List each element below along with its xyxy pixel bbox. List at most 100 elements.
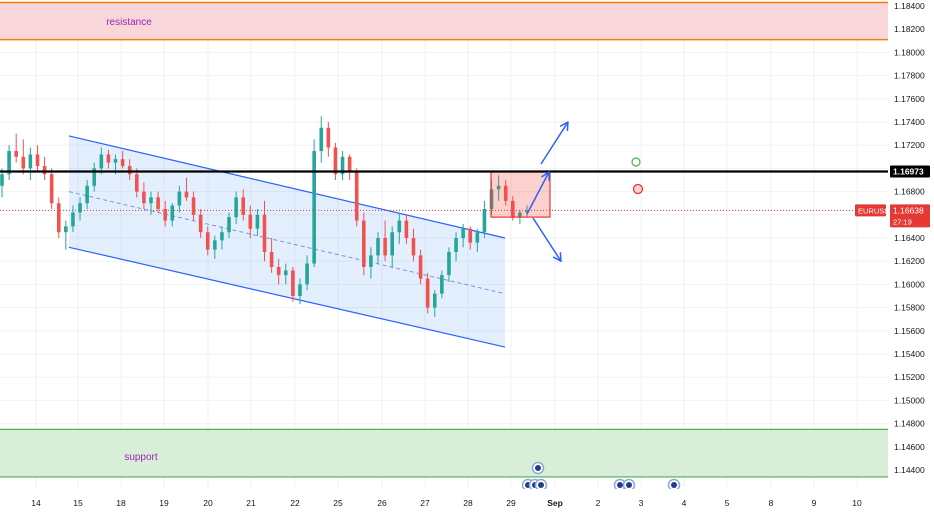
price-axis-background xyxy=(888,0,934,519)
candle-body xyxy=(333,147,338,175)
candle-body xyxy=(99,154,104,169)
candle-body xyxy=(390,232,395,256)
y-tick-label: 1.15000 xyxy=(894,395,925,405)
candle-body xyxy=(191,197,196,215)
y-tick-label: 1.17400 xyxy=(894,117,925,127)
candle-body xyxy=(49,174,54,204)
x-tick-label: 3 xyxy=(639,498,644,508)
candle-body xyxy=(326,127,331,148)
symbol-badge xyxy=(855,204,886,217)
y-tick-label: 1.15200 xyxy=(894,372,925,382)
candle-body xyxy=(283,270,288,276)
y-tick-label: 1.15600 xyxy=(894,326,925,336)
consolidation-box xyxy=(490,170,551,218)
candle-body xyxy=(511,200,515,218)
candle-body xyxy=(362,220,366,267)
candle-body xyxy=(475,232,480,243)
candle-body xyxy=(432,293,437,308)
candle-body xyxy=(106,154,111,163)
zones: resistance support xyxy=(0,1,888,478)
candle-body xyxy=(496,185,501,190)
event-icon-core xyxy=(538,482,544,488)
candle-body xyxy=(170,205,175,221)
channel-lower-line xyxy=(68,246,506,348)
candle-body xyxy=(454,238,458,252)
x-tick-label: 27 xyxy=(420,498,430,508)
time-axis-ticks: 14 15 18 19 20 21 22 25 26 27 28 29 Sep 2 3 4 5 8 9 10 xyxy=(31,498,862,508)
candle-body xyxy=(92,168,97,186)
price-axis: 1.18400 1.18200 1.18000 1.17800 1.17600 1.174… xyxy=(855,0,934,519)
candle-body xyxy=(56,203,61,233)
candle-body xyxy=(7,151,11,175)
time-axis: 14 15 18 19 20 21 22 25 26 27 28 29 Sep 2 3 4 5 8 9 10 xyxy=(0,489,934,519)
candle-body xyxy=(42,166,47,175)
candle-body xyxy=(142,191,146,204)
event-icon-core xyxy=(535,465,541,471)
x-tick-label: 4 xyxy=(682,498,687,508)
y-tick-label: 1.16800 xyxy=(894,187,925,197)
economic-event-icons xyxy=(521,461,681,492)
resistance-label: resistance xyxy=(106,17,152,28)
candle-body xyxy=(305,263,309,285)
symbol-label: EURUSD xyxy=(858,206,890,215)
candle-body xyxy=(64,226,68,233)
candle-body xyxy=(312,151,316,264)
candle-body xyxy=(404,220,409,238)
x-tick-label: 10 xyxy=(852,498,862,508)
y-tick-label: 1.18400 xyxy=(894,1,925,11)
candle-body xyxy=(198,214,203,233)
candle-body xyxy=(503,185,508,201)
candle-body xyxy=(21,156,26,169)
scenario-arrow-down-head xyxy=(552,252,562,262)
candle-body xyxy=(255,214,260,229)
event-icon-core xyxy=(671,482,677,488)
candle-body xyxy=(184,191,189,198)
candle-body xyxy=(518,212,522,218)
candle-body xyxy=(425,278,430,308)
y-tick-label: 1.14400 xyxy=(894,465,925,475)
candle-body xyxy=(347,156,352,171)
resistance-zone xyxy=(0,2,888,40)
candle-body xyxy=(213,240,217,250)
candle-body xyxy=(276,267,281,276)
target-marker-green xyxy=(631,157,641,167)
candle-body xyxy=(376,238,380,256)
y-tick-label: 1.15400 xyxy=(894,349,925,359)
candle-body xyxy=(340,156,345,175)
x-tick-label: 14 xyxy=(31,498,41,508)
y-tick-label: 1.14800 xyxy=(894,419,925,429)
scenario-arrow-up xyxy=(540,121,569,165)
x-tick-label: 25 xyxy=(333,498,343,508)
candle-body xyxy=(241,197,246,215)
candle-body xyxy=(383,238,387,256)
candle-body xyxy=(156,197,160,209)
candle-body xyxy=(71,212,75,227)
candle-body xyxy=(205,232,210,250)
y-tick-label: 1.16200 xyxy=(894,256,925,266)
candle-body xyxy=(525,210,529,213)
candle-body xyxy=(163,209,167,221)
time-axis-background xyxy=(0,489,934,519)
channel-upper-line xyxy=(68,135,506,239)
candle-body xyxy=(14,151,18,157)
candle-body xyxy=(397,220,402,233)
y-tick-label: 1.14600 xyxy=(894,442,925,452)
candle-body xyxy=(440,275,444,294)
descending-channel xyxy=(68,135,506,348)
current-price-badge xyxy=(890,204,930,228)
x-tick-label: 8 xyxy=(769,498,774,508)
scenario-arrow-retest xyxy=(526,171,550,215)
y-tick-label: 1.16400 xyxy=(894,233,925,243)
x-tick-label: 20 xyxy=(203,498,213,508)
candle-body xyxy=(262,214,267,252)
bar-countdown: 27:19 xyxy=(893,217,912,226)
y-tick-label: 1.18200 xyxy=(894,24,925,34)
y-tick-label: 1.15800 xyxy=(894,303,925,313)
candle-body xyxy=(127,166,132,175)
candle-body xyxy=(177,191,182,206)
candle-body xyxy=(113,159,118,163)
event-icon-core xyxy=(626,482,632,488)
candle-body xyxy=(220,232,224,241)
